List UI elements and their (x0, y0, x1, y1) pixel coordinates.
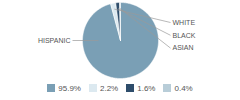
html-text:2.2%: 2.2% (100, 83, 119, 93)
svg-text:HISPANIC: HISPANIC (38, 37, 71, 44)
svg-text:WHITE: WHITE (173, 19, 196, 26)
svg-text:BLACK: BLACK (173, 32, 196, 39)
html-text:0.4%: 0.4% (174, 83, 193, 93)
html-text:95.9%: 95.9% (58, 83, 81, 93)
svg-text:ASIAN: ASIAN (173, 44, 194, 51)
html-text:1.6%: 1.6% (137, 83, 156, 93)
